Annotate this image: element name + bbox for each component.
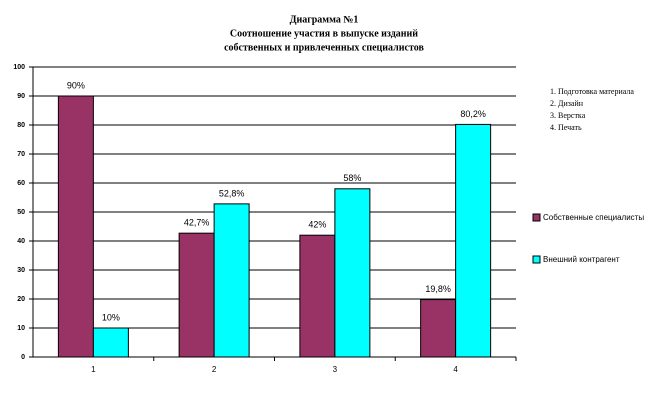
x-tick-label: 1 (91, 365, 96, 374)
bar (334, 188, 371, 358)
x-tick-label: 2 (212, 365, 217, 374)
chart-subtitle: Соотношение участия в выпуске изданий (230, 28, 418, 39)
legend-swatch (532, 255, 541, 264)
value-label: 10% (102, 312, 120, 322)
x-tick-label: 4 (453, 365, 458, 374)
annotation: 2. Дизайн (550, 99, 584, 108)
legend-label: Внешний контрагент (543, 255, 620, 264)
x-tick-label: 3 (333, 365, 338, 374)
chart-title: Диаграмма №1 (290, 14, 359, 25)
annotation: 4. Печать (550, 123, 582, 132)
bar (420, 299, 457, 358)
annotation: 3. Верстка (550, 111, 586, 120)
bar (299, 234, 336, 358)
bar (57, 95, 94, 358)
value-label: 42,7% (184, 218, 210, 228)
y-tick-label: 30 (17, 267, 25, 274)
y-tick-label: 0 (21, 354, 25, 361)
y-tick-label: 40 (17, 238, 25, 245)
bar (92, 327, 129, 358)
y-tick-label: 10 (17, 325, 25, 332)
y-tick-label: 60 (17, 180, 25, 187)
value-label: 42% (308, 220, 326, 230)
y-tick-label: 50 (17, 209, 25, 216)
bar (213, 203, 250, 358)
value-label: 90% (67, 80, 85, 90)
y-tick-label: 100 (13, 64, 25, 71)
annotation: 1. Подготовка материала (550, 87, 634, 96)
value-label: 19,8% (425, 284, 451, 294)
y-tick-label: 90 (17, 93, 25, 100)
value-label: 52,8% (219, 188, 245, 198)
bar (455, 123, 492, 358)
value-label: 58% (343, 173, 361, 183)
y-tick-label: 70 (17, 151, 25, 158)
legend-swatch (532, 213, 541, 222)
chart-subtitle: собственных и привлеченных специалистов (224, 42, 424, 53)
value-label: 80,2% (460, 109, 486, 119)
y-tick-label: 80 (17, 122, 25, 129)
bar (178, 232, 215, 358)
y-tick-label: 20 (17, 296, 25, 303)
legend-label: Собственные специалисты (543, 213, 644, 222)
